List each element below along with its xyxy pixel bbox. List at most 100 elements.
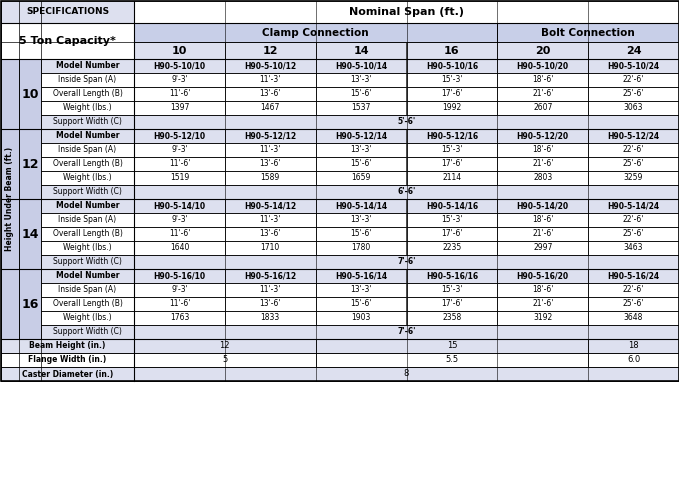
Bar xyxy=(316,129,407,143)
Bar xyxy=(134,23,497,42)
Bar xyxy=(1,269,19,339)
Text: 2235: 2235 xyxy=(442,243,462,252)
Text: 8: 8 xyxy=(404,370,409,379)
Bar xyxy=(41,87,134,101)
Bar xyxy=(134,129,225,143)
Bar xyxy=(225,59,316,73)
Bar xyxy=(134,241,225,255)
Text: 20: 20 xyxy=(535,46,551,56)
Text: 18: 18 xyxy=(628,341,639,350)
Bar xyxy=(407,101,497,115)
Bar xyxy=(497,143,588,157)
Text: Weight (lbs.): Weight (lbs.) xyxy=(63,104,112,112)
Bar xyxy=(497,213,588,227)
Text: 18'-6': 18'-6' xyxy=(532,286,553,295)
Text: 3063: 3063 xyxy=(624,104,643,112)
Bar xyxy=(134,157,225,171)
Text: H90-5-10/10: H90-5-10/10 xyxy=(153,61,206,71)
Bar xyxy=(41,101,134,115)
Bar xyxy=(134,283,225,297)
Bar xyxy=(497,199,588,213)
Bar xyxy=(19,199,41,269)
Text: H90-5-12/24: H90-5-12/24 xyxy=(608,132,659,141)
Text: 11'-3': 11'-3' xyxy=(259,75,281,84)
Bar xyxy=(225,213,316,227)
Text: H90-5-14/14: H90-5-14/14 xyxy=(335,202,387,211)
Bar xyxy=(225,157,316,171)
Text: 11'-6': 11'-6' xyxy=(168,300,190,309)
Bar xyxy=(134,101,225,115)
Text: 5'-6': 5'-6' xyxy=(397,118,416,127)
Bar xyxy=(134,213,225,227)
Bar xyxy=(19,129,41,199)
Bar xyxy=(134,171,225,185)
Bar xyxy=(316,143,407,157)
Bar xyxy=(407,129,497,143)
Text: H90-5-12/12: H90-5-12/12 xyxy=(244,132,296,141)
Text: 17'-6': 17'-6' xyxy=(441,300,462,309)
Bar xyxy=(41,297,134,311)
Bar xyxy=(316,87,407,101)
Text: H90-5-16/24: H90-5-16/24 xyxy=(608,272,659,280)
Bar xyxy=(41,241,134,255)
Text: Inside Span (A): Inside Span (A) xyxy=(58,286,117,295)
Bar xyxy=(134,227,225,241)
Text: 11'-6': 11'-6' xyxy=(168,159,190,168)
Bar xyxy=(407,59,497,73)
Text: 2358: 2358 xyxy=(442,313,462,323)
Text: Caster Diameter (in.): Caster Diameter (in.) xyxy=(22,370,113,379)
Bar xyxy=(407,199,497,213)
Bar xyxy=(41,73,134,87)
Text: Support Width (C): Support Width (C) xyxy=(53,327,122,336)
Text: 13'-6': 13'-6' xyxy=(259,229,281,239)
Text: 2607: 2607 xyxy=(533,104,553,112)
Bar xyxy=(225,199,316,213)
Bar xyxy=(41,283,134,297)
Bar xyxy=(588,213,679,227)
Text: 7'-6': 7'-6' xyxy=(397,257,416,266)
Bar xyxy=(134,199,225,213)
Bar xyxy=(134,143,225,157)
Text: 15'-3': 15'-3' xyxy=(441,75,462,84)
Bar xyxy=(316,157,407,171)
Text: Model Number: Model Number xyxy=(56,132,120,141)
Bar xyxy=(41,227,134,241)
Text: 9'-3': 9'-3' xyxy=(171,286,188,295)
Bar xyxy=(1,129,19,199)
Bar xyxy=(225,42,316,59)
Bar xyxy=(134,87,225,101)
Bar xyxy=(316,311,407,325)
Bar xyxy=(407,42,497,59)
Text: 22'-6': 22'-6' xyxy=(623,286,644,295)
Bar xyxy=(588,241,679,255)
Bar xyxy=(225,101,316,115)
Text: 12: 12 xyxy=(263,46,278,56)
Text: Overall Length (B): Overall Length (B) xyxy=(52,89,122,98)
Text: Inside Span (A): Inside Span (A) xyxy=(58,145,117,155)
Bar xyxy=(588,297,679,311)
Bar xyxy=(407,87,497,101)
Bar xyxy=(19,59,41,129)
Text: 9'-3': 9'-3' xyxy=(171,145,188,155)
Bar xyxy=(316,241,407,255)
Text: 15'-3': 15'-3' xyxy=(441,286,462,295)
Text: H90-5-16/10: H90-5-16/10 xyxy=(153,272,206,280)
Text: 10: 10 xyxy=(172,46,187,56)
Text: H90-5-12/14: H90-5-12/14 xyxy=(335,132,387,141)
Text: 15'-6': 15'-6' xyxy=(350,89,372,98)
Bar xyxy=(407,297,497,311)
Text: 3648: 3648 xyxy=(624,313,643,323)
Bar xyxy=(497,73,588,87)
Text: 1519: 1519 xyxy=(170,173,189,182)
Text: 13'-3': 13'-3' xyxy=(350,286,372,295)
Bar xyxy=(225,311,316,325)
Text: Weight (lbs.): Weight (lbs.) xyxy=(63,243,112,252)
Bar xyxy=(407,227,497,241)
Bar xyxy=(1,1,679,381)
Bar xyxy=(588,283,679,297)
Bar xyxy=(497,171,588,185)
Text: 25'-6': 25'-6' xyxy=(623,300,644,309)
Text: 9'-3': 9'-3' xyxy=(171,75,188,84)
Text: 24: 24 xyxy=(626,46,642,56)
Bar xyxy=(588,42,679,59)
